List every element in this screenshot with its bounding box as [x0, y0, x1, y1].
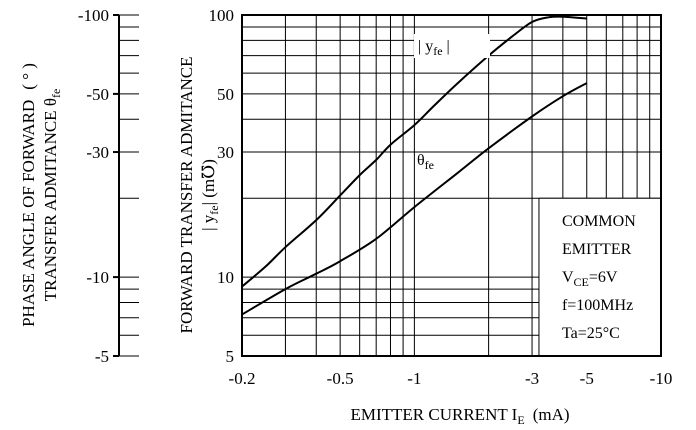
y2-tick-label: -50: [86, 85, 109, 104]
phase-scale: -5 -10 -30 -50 -100: [78, 6, 139, 366]
y-axis-label-line2: | yfe| (m℧): [199, 159, 221, 231]
x-tick-label: -1: [407, 369, 421, 388]
annotation-line: f=100MHz: [562, 297, 633, 314]
tick-labels: -0.2 -0.5 -1 -3 -5 -10 5 10 30 50 100: [209, 6, 673, 388]
annotation-line: EMITTER: [562, 241, 632, 258]
y-tick-label: 50: [217, 85, 234, 104]
x-tick-label: -10: [650, 369, 673, 388]
series-theta-line: [241, 82, 588, 316]
series-layer: | yfe | θfe: [241, 15, 588, 316]
plot-frame: [241, 14, 662, 357]
y-tick-label: 5: [226, 347, 235, 366]
x-tick-label: -0.5: [327, 369, 354, 388]
annotation-box: [538, 198, 661, 356]
x-axis-label-main: EMITTER CURRENT I: [350, 405, 517, 424]
series-yfe-line: [241, 15, 587, 288]
series-label-theta: θfe: [417, 152, 434, 172]
y2-tick-label: -5: [95, 347, 109, 366]
y2-tick-label: -30: [86, 143, 109, 162]
series-label-yfe: | yfe |: [418, 38, 450, 58]
y-axis-label: FORWARD TRANSFER ADMITANCE | yfe| (m℧): [177, 57, 221, 334]
y-tick-label: 10: [217, 268, 234, 287]
x-axis-label-unit: (mA): [533, 405, 570, 424]
annotation-line: COMMON: [562, 213, 636, 230]
annotation-line: VCE=6V: [562, 269, 618, 289]
series-label-bg: [414, 34, 490, 58]
x-tick-label: -0.2: [229, 369, 256, 388]
x-tick-label: -5: [580, 369, 594, 388]
y2-axis-label-line1: PHASE ANGLE OF FORWARD( ° ): [19, 63, 38, 327]
y-tick-label: 30: [217, 143, 234, 162]
annotation-line: Ta=25°C: [562, 325, 620, 342]
y2-tick-label: -100: [78, 6, 109, 25]
y-axis-label-line1: FORWARD TRANSFER ADMITANCE: [177, 57, 196, 334]
y2-tick-label: -10: [86, 268, 109, 287]
x-axis-label: EMITTER CURRENT IE (mA): [350, 405, 569, 427]
y2-axis-label-line2: TRANSFER ADMITANCE θfe: [41, 89, 63, 302]
x-tick-label: -3: [525, 369, 539, 388]
y-tick-label: 100: [209, 6, 235, 25]
x-axis-label-sub: E: [517, 413, 524, 427]
y2-axis-label: PHASE ANGLE OF FORWARD( ° ) TRANSFER ADM…: [19, 63, 63, 327]
annotation: COMMON EMITTER VCE=6V f=100MHz Ta=25°C: [538, 197, 661, 356]
